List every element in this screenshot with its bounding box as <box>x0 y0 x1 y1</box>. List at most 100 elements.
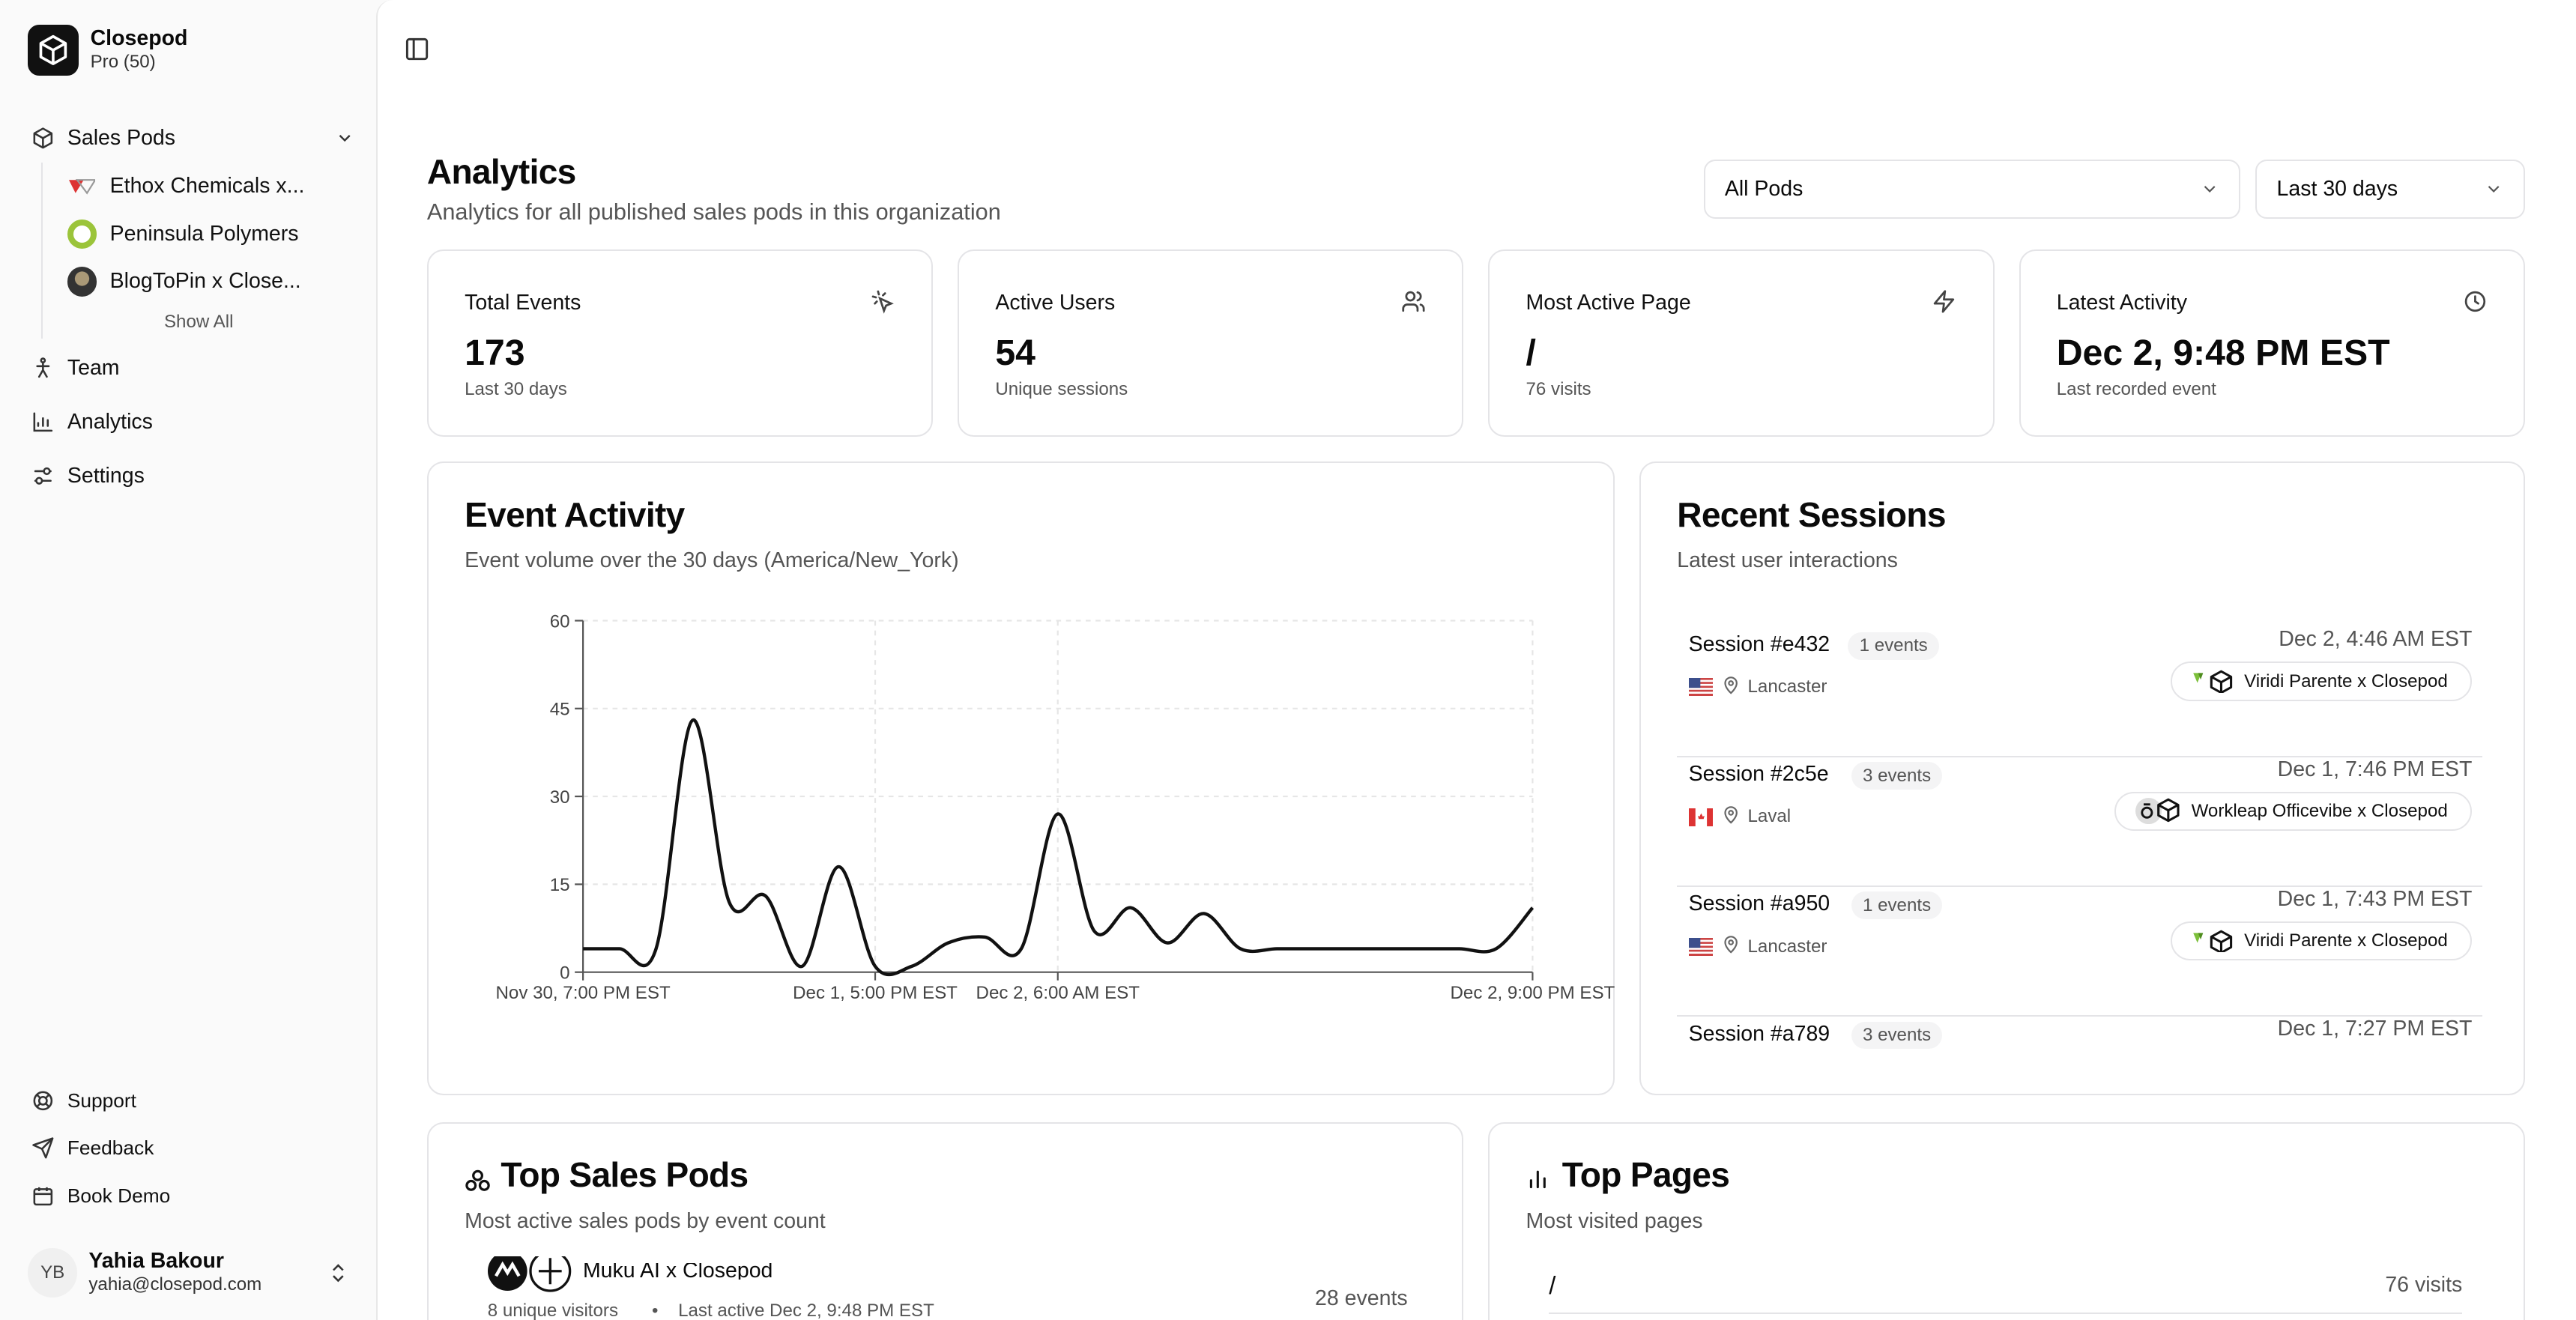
pod-name: Muku AI x Closepod <box>582 1262 773 1280</box>
lifebuoy-icon <box>33 1091 52 1110</box>
zap-icon <box>1934 290 1955 313</box>
session-item[interactable]: Session #a950 1 events Dec 1, 7:43 PM ES… <box>1677 887 2482 1017</box>
pod-filter-select[interactable]: All Pods <box>1703 159 2241 219</box>
card-subtitle: Event volume over the 30 days (America/N… <box>465 548 959 573</box>
user-name: Yahia Bakour <box>88 1249 224 1274</box>
avatar: YB <box>28 1248 78 1298</box>
pod-label: Peninsula Polymers <box>109 221 299 246</box>
session-pod-chip[interactable]: Viridi Parente x Closepod <box>2170 661 2473 701</box>
calendar-icon <box>33 1187 52 1205</box>
stat-card-most-active-page: Most Active Page / 76 visits <box>1488 249 1995 438</box>
stat-sub: Last 30 days <box>465 379 567 400</box>
cursor-click-icon <box>871 290 894 314</box>
sidebar-pod-item[interactable]: BlogToPin x Close... <box>67 258 355 306</box>
page-path: / <box>1549 1271 1556 1299</box>
map-pin-icon <box>1724 806 1738 824</box>
session-item[interactable]: Session #a789 3 events Dec 1, 7:27 PM ES… <box>1677 1017 2482 1094</box>
x-tick-label: Dec 2, 9:00 PM EST <box>1450 983 1615 1003</box>
session-location: Lancaster <box>1747 936 1827 957</box>
box-icon <box>33 127 52 149</box>
bar-chart-icon <box>1529 1170 1546 1188</box>
date-range-select[interactable]: Last 30 days <box>2255 159 2525 219</box>
page-subtitle: Analytics for all published sales pods i… <box>426 199 1001 225</box>
card-title: Event Activity <box>465 494 685 534</box>
separator-dot: • <box>652 1301 659 1320</box>
map-pin-icon <box>1724 676 1738 694</box>
brand-name: Closepod <box>90 26 188 51</box>
sidebar-pod-item[interactable]: Peninsula Polymers <box>67 211 355 258</box>
show-all-link[interactable]: Show All <box>163 311 234 332</box>
viridi-closepod-logo-icon <box>2193 930 2233 953</box>
muku-closepod-logo-icon <box>487 1256 572 1292</box>
session-name: Session #e432 <box>1688 632 1830 656</box>
workleap-closepod-logo-icon <box>2135 798 2180 825</box>
session-location: Laval <box>1747 806 1792 827</box>
user-menu[interactable]: YB Yahia Bakour yahia@closepod.com <box>28 1248 350 1298</box>
stat-label: Latest Activity <box>2056 290 2187 315</box>
sliders-icon <box>34 467 52 485</box>
session-event-count: 3 events <box>1851 762 1943 790</box>
secondary-nav: Support Feedback Book Demo <box>26 1081 355 1224</box>
peninsula-logo-icon <box>67 219 97 249</box>
y-tick-label: 60 <box>550 611 570 632</box>
sidebar-item-label: Settings <box>67 464 145 488</box>
sidebar-item-label: Sales Pods <box>67 125 176 150</box>
session-pod-chip[interactable]: Viridi Parente x Closepod <box>2170 921 2473 961</box>
stat-card-active-users: Active Users 54 Unique sessions <box>958 249 1464 438</box>
blogtopin-avatar-icon <box>67 267 97 297</box>
session-name: Session #a789 <box>1688 1021 1830 1046</box>
sidebar-item-feedback[interactable]: Feedback <box>26 1128 355 1168</box>
pod-visitors: 8 unique visitors <box>487 1301 618 1320</box>
sidebar-item-support[interactable]: Support <box>26 1081 355 1121</box>
sidebar: Closepod Pro (50) Sales Pods Ethox Chemi… <box>0 0 378 1320</box>
x-tick-label: Dec 1, 5:00 PM EST <box>793 983 958 1003</box>
top-page-row[interactable]: / 76 visits <box>1549 1258 2463 1314</box>
pod-label: BlogToPin x Close... <box>109 269 301 294</box>
sidebar-item-label: Feedback <box>67 1136 154 1160</box>
canada-flag-icon <box>1688 808 1714 826</box>
sidebar-item-settings[interactable]: Settings <box>26 456 355 496</box>
session-time: Dec 2, 4:46 AM EST <box>2279 627 2473 652</box>
page-title: Analytics <box>426 151 576 191</box>
top-pod-row[interactable]: Muku AI x Closepod 8 unique visitors • L… <box>487 1256 1408 1320</box>
sidebar-item-team[interactable]: Team <box>26 348 355 388</box>
brand[interactable]: Closepod Pro (50) <box>28 24 188 76</box>
sidebar-item-sales-pods[interactable]: Sales Pods <box>26 118 355 158</box>
us-flag-icon <box>1688 937 1714 956</box>
main-panel: Analytics Analytics for all published sa… <box>376 0 2576 1320</box>
pod-name: Viridi Parente x Closepod <box>2244 670 2448 691</box>
stat-sub: Unique sessions <box>995 379 1128 400</box>
ethox-logo-icon <box>67 172 97 201</box>
stat-label: Total Events <box>465 290 581 315</box>
x-tick-label: Dec 2, 6:00 AM EST <box>976 983 1140 1003</box>
sidebar-item-label: Book Demo <box>67 1184 171 1207</box>
chevron-down-icon[interactable] <box>335 128 354 148</box>
session-name: Session #a950 <box>1688 891 1830 916</box>
session-name: Session #2c5e <box>1688 762 1829 787</box>
session-item[interactable]: Session #2c5e 3 events Dec 1, 7:46 PM ES… <box>1677 757 2482 887</box>
recent-sessions-card: Recent Sessions Latest user interactions… <box>1639 461 2525 1096</box>
send-icon <box>31 1137 54 1159</box>
sidebar-item-label: Analytics <box>67 409 153 434</box>
session-pod-chip[interactable]: Workleap Officevibe x Closepod <box>2114 791 2473 832</box>
y-tick-label: 30 <box>550 787 570 808</box>
card-title: Recent Sessions <box>1677 494 1946 534</box>
session-item[interactable]: Session #e432 1 events Dec 2, 4:46 AM ES… <box>1677 627 2482 757</box>
sidebar-toggle-icon[interactable] <box>404 36 430 62</box>
us-flag-icon <box>1688 678 1714 697</box>
session-time: Dec 1, 7:46 PM EST <box>2277 757 2473 781</box>
viridi-closepod-logo-icon <box>2193 670 2233 694</box>
session-time: Dec 1, 7:27 PM EST <box>2277 1017 2473 1041</box>
stat-label: Most Active Page <box>1526 290 1691 315</box>
pod-event-count: 28 events <box>1315 1286 1408 1310</box>
sidebar-item-book-demo[interactable]: Book Demo <box>26 1176 355 1216</box>
sidebar-pod-item[interactable]: Ethox Chemicals x... <box>67 163 355 211</box>
stat-card-latest-activity: Latest Activity Dec 2, 9:48 PM EST Last … <box>2019 249 2525 438</box>
sidebar-item-analytics[interactable]: Analytics <box>26 402 355 442</box>
stat-value: / <box>1526 332 1536 373</box>
stat-value: Dec 2, 9:48 PM EST <box>2056 332 2390 373</box>
chevron-down-icon <box>2488 186 2500 193</box>
top-sales-pods-card: Top Sales Pods Most active sales pods by… <box>426 1121 1464 1320</box>
chevrons-up-down-icon[interactable] <box>327 1262 350 1285</box>
stat-sub: 76 visits <box>1526 379 1591 400</box>
